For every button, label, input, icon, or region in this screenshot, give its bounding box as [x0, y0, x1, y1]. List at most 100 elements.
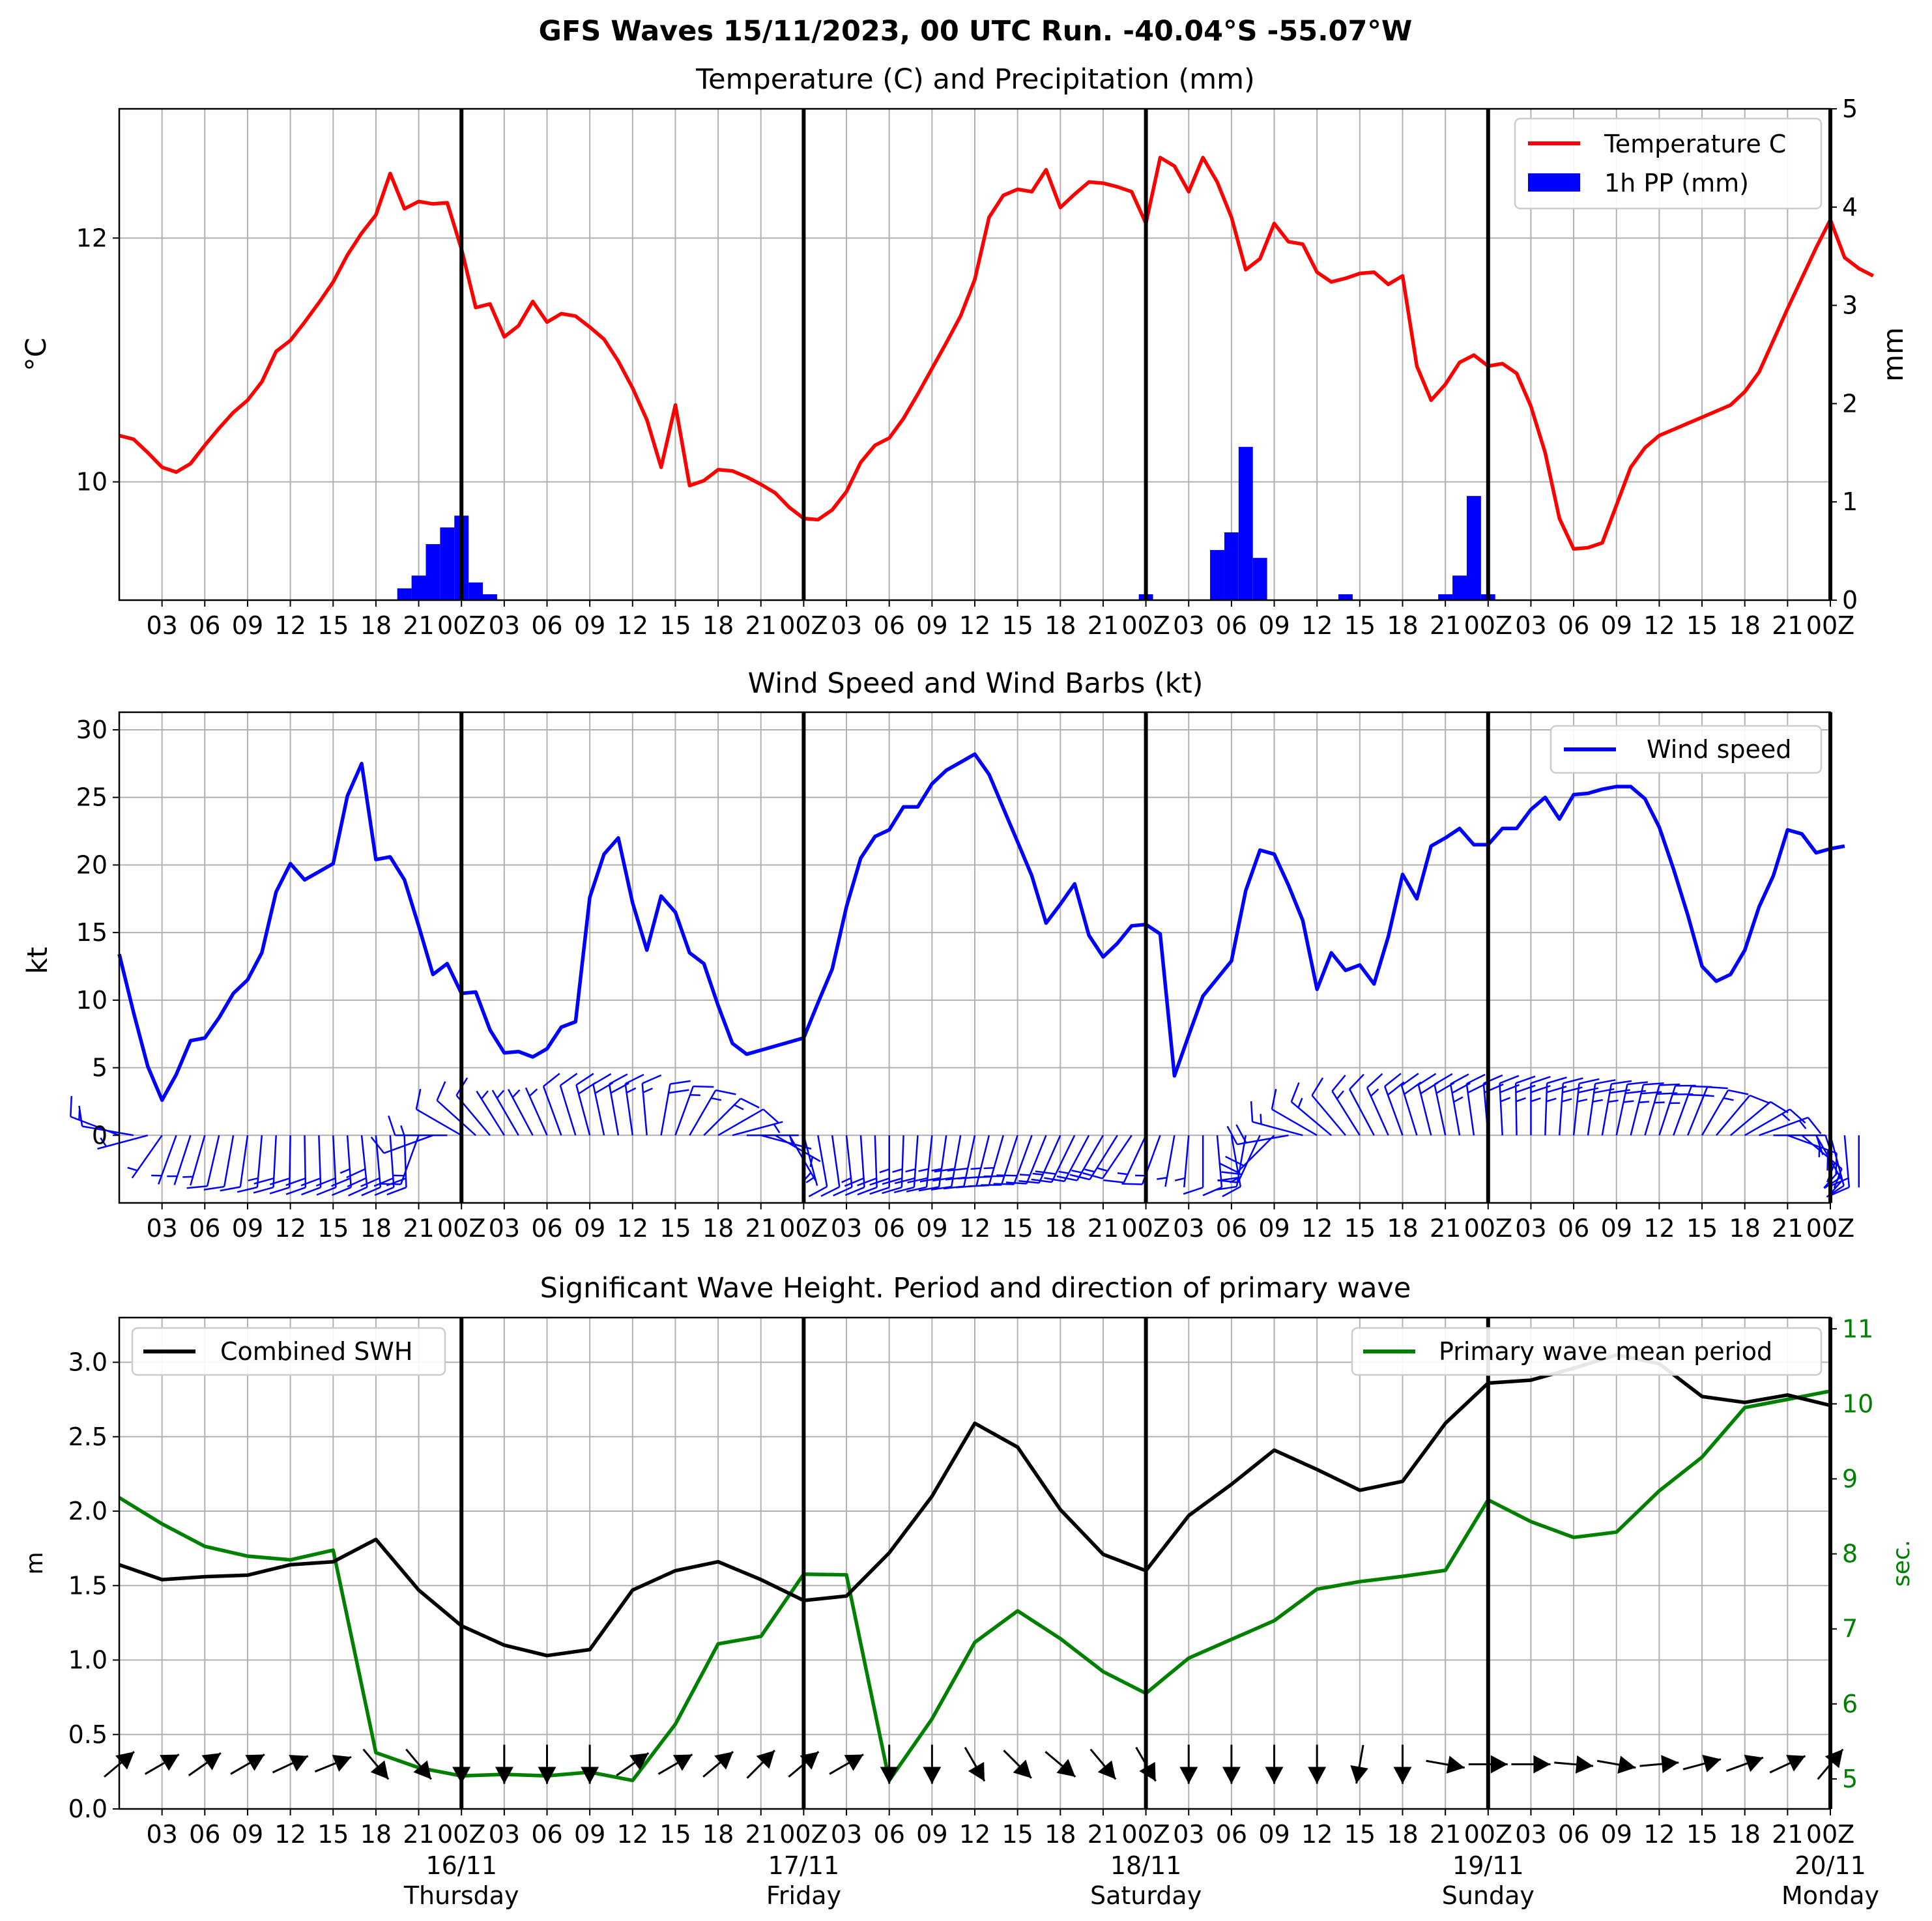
wind-barb-half-feather [931, 1168, 942, 1172]
wind-barb-half-feather [1623, 1100, 1634, 1103]
y-tick-label: 3.0 [68, 1348, 108, 1377]
wind-barb-staff [206, 1134, 220, 1187]
wind-barb-feather [857, 1177, 877, 1187]
x-tick-label: 18 [702, 1820, 734, 1849]
wind-barb-half-feather [1297, 1097, 1303, 1108]
wind-barb-feather [625, 1073, 644, 1085]
wind-barb [624, 1073, 644, 1136]
wind-barb-feather [1235, 1124, 1247, 1144]
wave-direction-arrow [1682, 1754, 1722, 1772]
x-tick-label: 18 [1729, 611, 1761, 640]
wind-barb-feather [1387, 1081, 1405, 1096]
wind-barb-staff [436, 1099, 476, 1136]
wind-barb-feather [1082, 1172, 1103, 1179]
wave-direction-arrow [581, 1744, 599, 1784]
precipitation-bars [397, 446, 1495, 600]
x-tick-label: 18 [1729, 1820, 1761, 1849]
wave-direction-arrow [1725, 1754, 1764, 1772]
wind-barb [331, 1135, 352, 1196]
wind-barb-feather [820, 1186, 840, 1197]
wave-arrow-head [1013, 1759, 1031, 1778]
day-weekday-label: Saturday [1090, 1881, 1202, 1910]
wind-barb-feather [1349, 1073, 1364, 1090]
wind-barb [1744, 1108, 1806, 1136]
wind-barb-feather [844, 1177, 865, 1187]
x-tick-label: 21 [403, 1820, 434, 1849]
period-y-ticks: 5 6 7 8 9 10 11 [1830, 1314, 1873, 1793]
y-tick-label: 25 [76, 783, 108, 812]
x-tick-label: 09 [1258, 611, 1290, 640]
wind-barb-staff [831, 1135, 841, 1187]
period-legend-box [1351, 1327, 1823, 1376]
wave-grid [119, 1318, 1830, 1810]
wave-arrow-head [714, 1752, 734, 1770]
wind-barb [491, 1090, 519, 1136]
wind-barb [857, 1135, 878, 1196]
x-tick-label: 18 [360, 1214, 392, 1243]
wave-direction-arrow [362, 1748, 390, 1780]
wind-barb [300, 1135, 322, 1196]
wind-barb-feather [253, 1186, 274, 1194]
legend-wind-label: Wind speed [1647, 735, 1791, 764]
x-tick-label: 12 [1643, 1214, 1675, 1243]
wind-barb-feather [1031, 1178, 1052, 1183]
wind-barb-staff [304, 1135, 307, 1188]
wind-barb [820, 1135, 841, 1197]
y2-tick-label: 8 [1842, 1540, 1858, 1568]
wind-barb [285, 1135, 307, 1195]
wind-barb [981, 1134, 1018, 1186]
wind-barb-feather [1563, 1077, 1583, 1084]
wind-barb-staff [660, 1084, 671, 1136]
wind-barb [373, 1135, 395, 1196]
wind-barb-feather [1005, 1181, 1027, 1185]
temperature-precipitation-panel: Temperature (C) and Precipitation (mm) 1… [20, 63, 1910, 640]
wind-legend-box [1550, 725, 1823, 774]
wind-barb-feather [316, 1187, 336, 1196]
wave-direction-arrow [495, 1744, 513, 1784]
wind-barb-feather [1515, 1084, 1536, 1093]
precipitation-bar [1438, 594, 1453, 600]
wave-x-ticks: 03 06 09 12 15 18 21 00Z 03 06 09 12 15 18 21 00Z 03 06 09… [146, 1809, 1854, 1849]
wind-barb-feather [543, 1073, 560, 1088]
wind-barb-half-feather [1058, 1170, 1069, 1174]
wind-barb-feather [315, 1177, 336, 1187]
wave-arrow-head [1056, 1759, 1076, 1777]
wind-barb [559, 1073, 578, 1136]
wind-panel-title: Wind Speed and Wind Barbs (kt) [748, 667, 1204, 700]
period-legend: Primary wave mean period [1351, 1327, 1823, 1376]
wave-arrow-head [370, 1760, 389, 1780]
x-tick-label: 03 [1515, 611, 1546, 640]
wind-barb [507, 1089, 534, 1136]
wind-barb-staff [674, 1086, 694, 1136]
wind-barb-feather [1727, 1089, 1749, 1095]
y-tick-label: 0.0 [68, 1795, 108, 1823]
period-y-label: sec. [1888, 1540, 1915, 1587]
wave-arrow-head [1617, 1755, 1636, 1774]
wind-barb-feather [762, 1108, 779, 1124]
x-tick-label: 12 [1643, 1820, 1675, 1849]
wave-direction-arrow [188, 1752, 222, 1776]
y2-tick-label: 5 [1842, 1765, 1858, 1793]
wave-direction-arrow [1596, 1755, 1636, 1774]
wind-barb-feather [347, 1177, 367, 1188]
x-tick-label: 06 [874, 611, 905, 640]
x-tick-label: 03 [1173, 611, 1204, 640]
wind-barb-half-feather [1019, 1174, 1030, 1176]
wave-direction-arrow [1426, 1755, 1465, 1774]
wind-barb-half-feather [248, 1177, 259, 1181]
y-tick-label: 0 [92, 1121, 108, 1149]
wind-barb-feather [1044, 1177, 1065, 1183]
x-tick-label: 03 [1173, 1214, 1204, 1243]
x-tick-label: 15 [1344, 1820, 1376, 1849]
wave-direction-arrow [405, 1748, 432, 1780]
wind-barb [1082, 1134, 1132, 1179]
wind-barbs [70, 1073, 1860, 1198]
wind-barb-feather [947, 1167, 968, 1172]
x-tick-label: 09 [1601, 1214, 1632, 1243]
y2-tick-label: 11 [1842, 1314, 1873, 1343]
wind-barb-feather [331, 1177, 351, 1187]
wind-barb-staff [383, 1134, 433, 1154]
wind-barb-staff [272, 1135, 277, 1188]
x-tick-label: 00Z [779, 1820, 828, 1849]
wind-barb [186, 1134, 220, 1189]
